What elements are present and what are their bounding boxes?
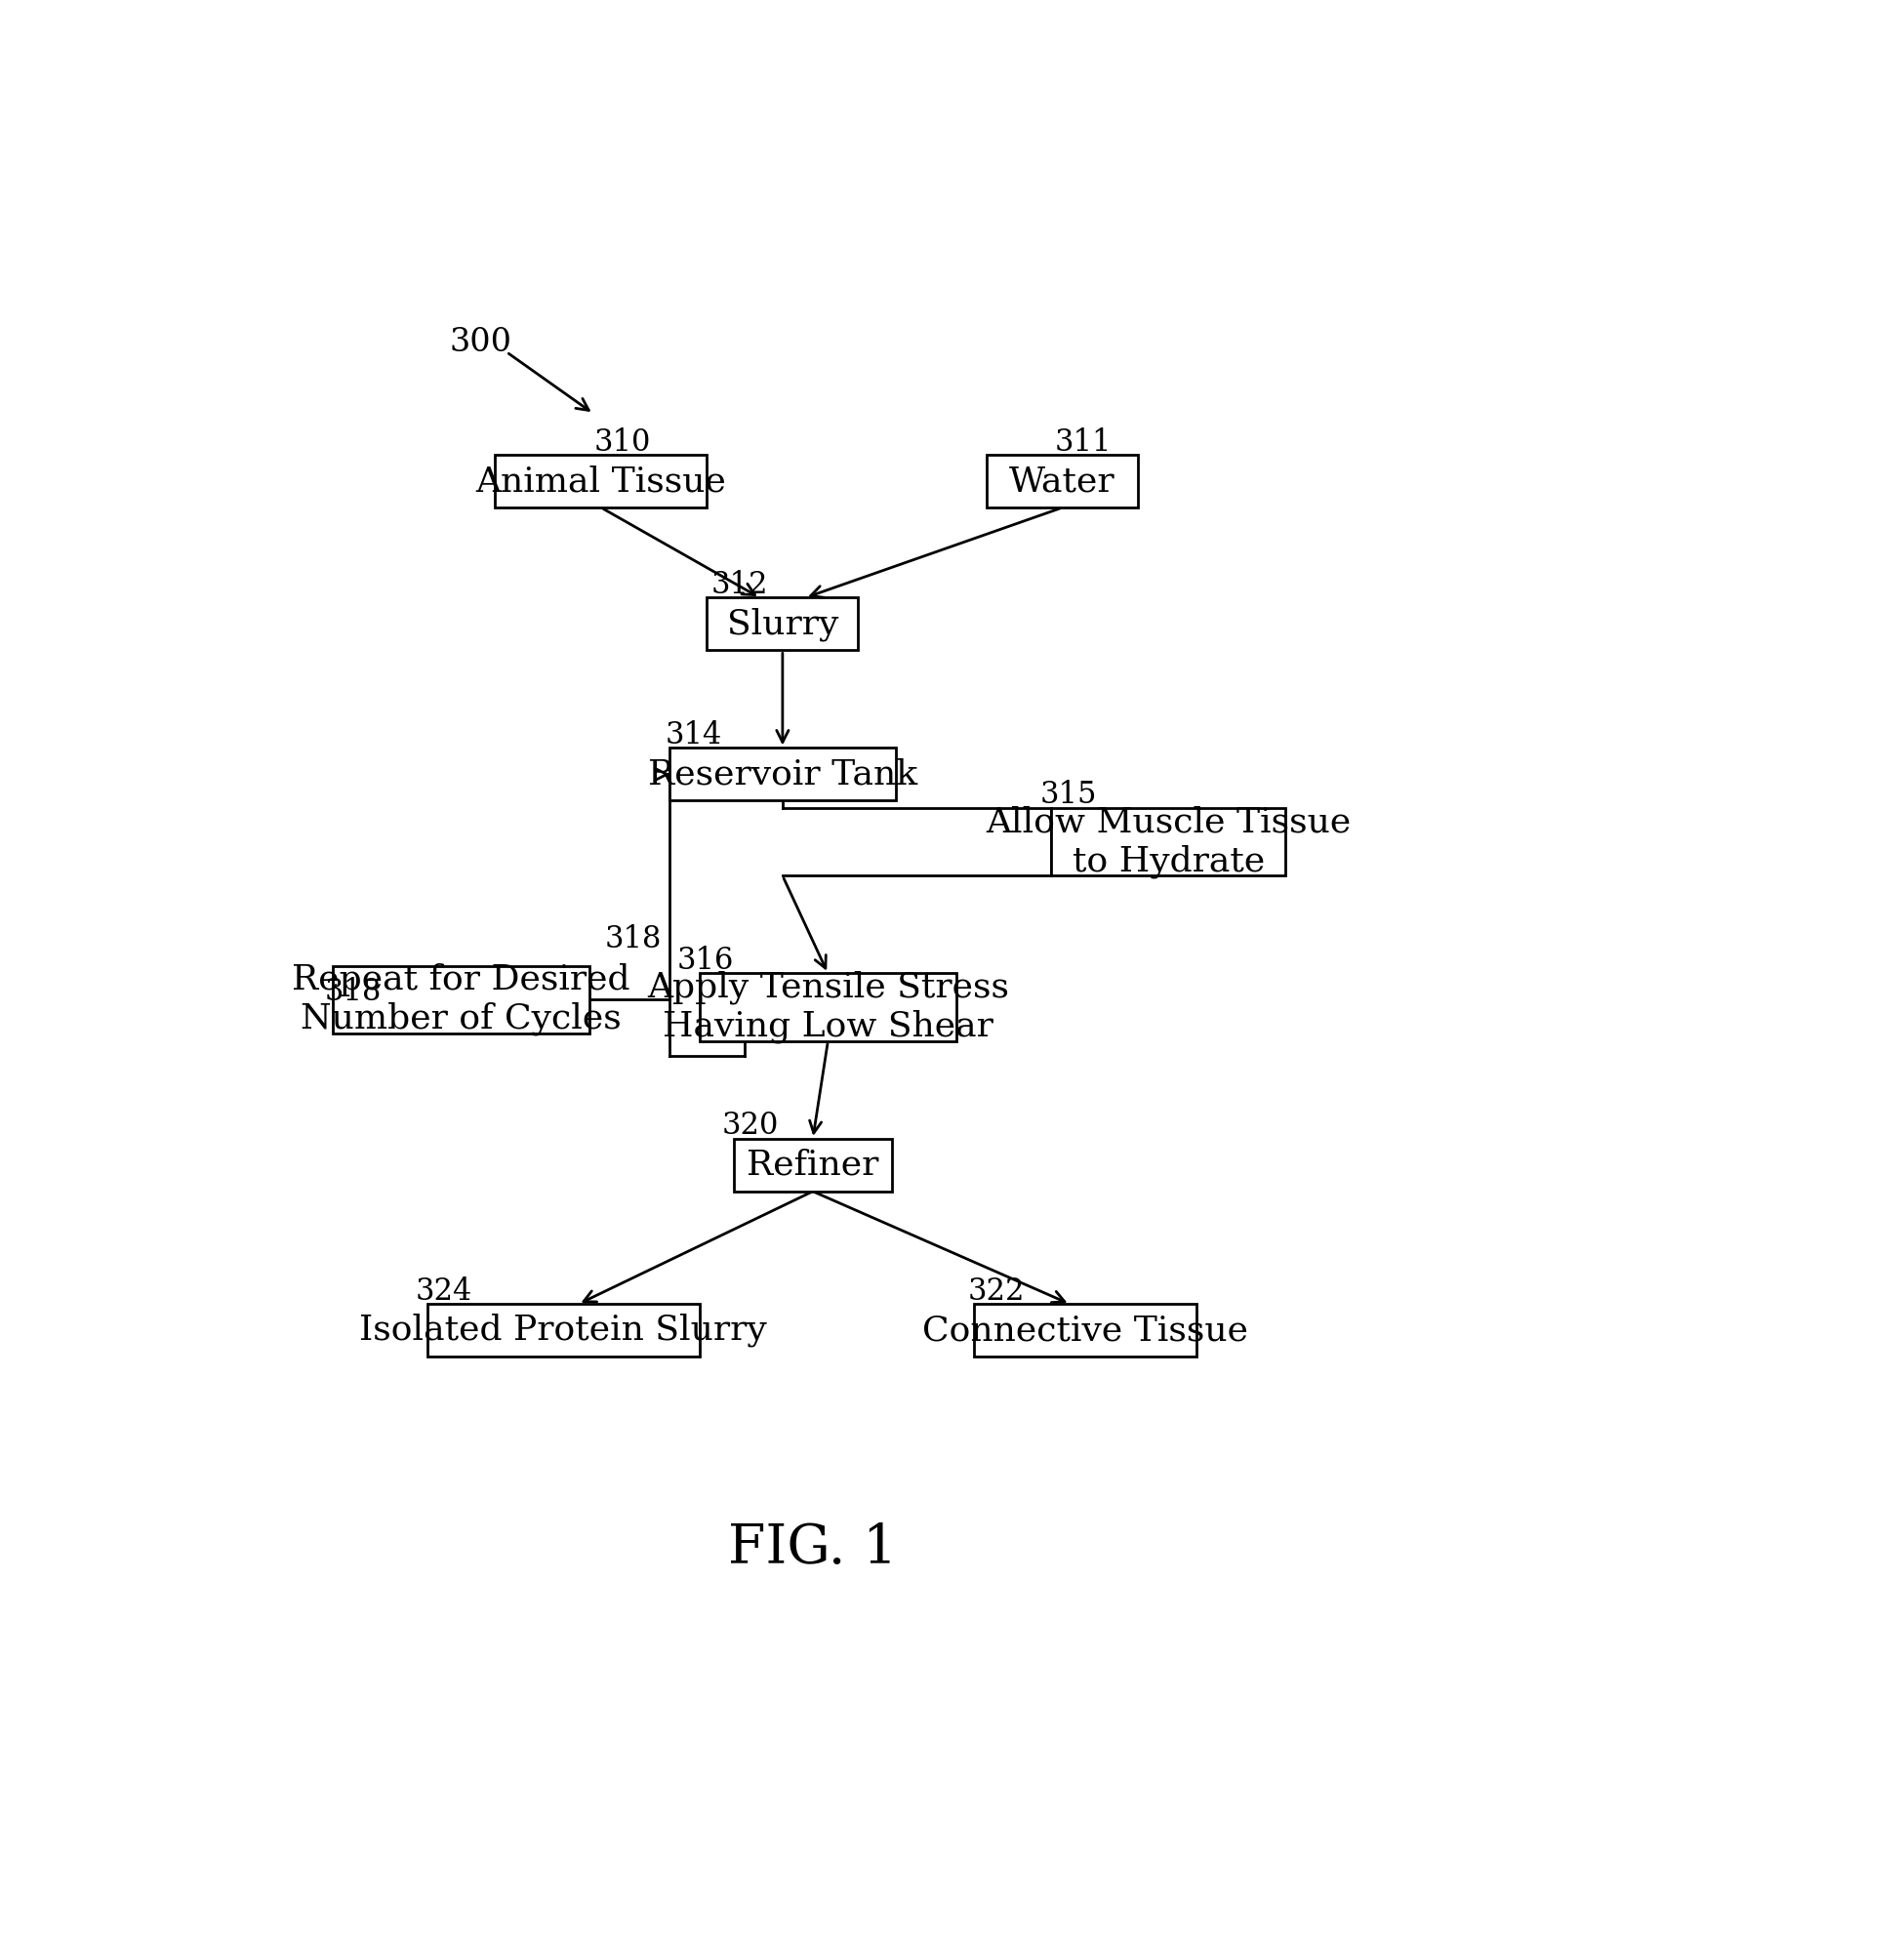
Text: 314: 314 <box>664 719 722 750</box>
Bar <box>1051 809 1285 875</box>
Bar <box>495 455 706 507</box>
Bar <box>426 1304 699 1357</box>
Bar <box>973 1304 1196 1357</box>
Text: 320: 320 <box>722 1110 779 1141</box>
Text: Repeat for Desired
Number of Cycles: Repeat for Desired Number of Cycles <box>291 964 630 1036</box>
Text: 316: 316 <box>676 945 733 976</box>
Text: Allow Muscle Tissue
to Hydrate: Allow Muscle Tissue to Hydrate <box>986 807 1352 879</box>
Bar <box>986 455 1139 507</box>
Text: Isolated Protein Slurry: Isolated Protein Slurry <box>360 1314 767 1347</box>
Text: Apply Tensile Stress
Having Low Shear: Apply Tensile Stress Having Low Shear <box>647 970 1009 1044</box>
Text: 315: 315 <box>1040 780 1097 811</box>
Text: 311: 311 <box>1055 428 1112 457</box>
Bar <box>333 966 590 1034</box>
Bar <box>706 597 859 651</box>
Bar <box>699 974 956 1042</box>
Text: 324: 324 <box>415 1275 472 1306</box>
Text: 322: 322 <box>967 1275 1024 1306</box>
Bar <box>668 748 897 801</box>
Text: Connective Tissue: Connective Tissue <box>922 1314 1247 1347</box>
Text: 312: 312 <box>710 570 767 601</box>
Text: Reservoir Tank: Reservoir Tank <box>647 758 918 791</box>
Text: 300: 300 <box>449 327 512 358</box>
Text: Refiner: Refiner <box>746 1149 880 1182</box>
Text: 310: 310 <box>594 428 651 457</box>
Text: 318: 318 <box>326 978 383 1007</box>
Text: FIG. 1: FIG. 1 <box>727 1522 897 1575</box>
Text: Slurry: Slurry <box>727 607 838 642</box>
Text: Animal Tissue: Animal Tissue <box>476 465 727 498</box>
Text: Water: Water <box>1009 465 1116 498</box>
Text: 318: 318 <box>605 925 661 955</box>
Bar <box>733 1139 893 1192</box>
